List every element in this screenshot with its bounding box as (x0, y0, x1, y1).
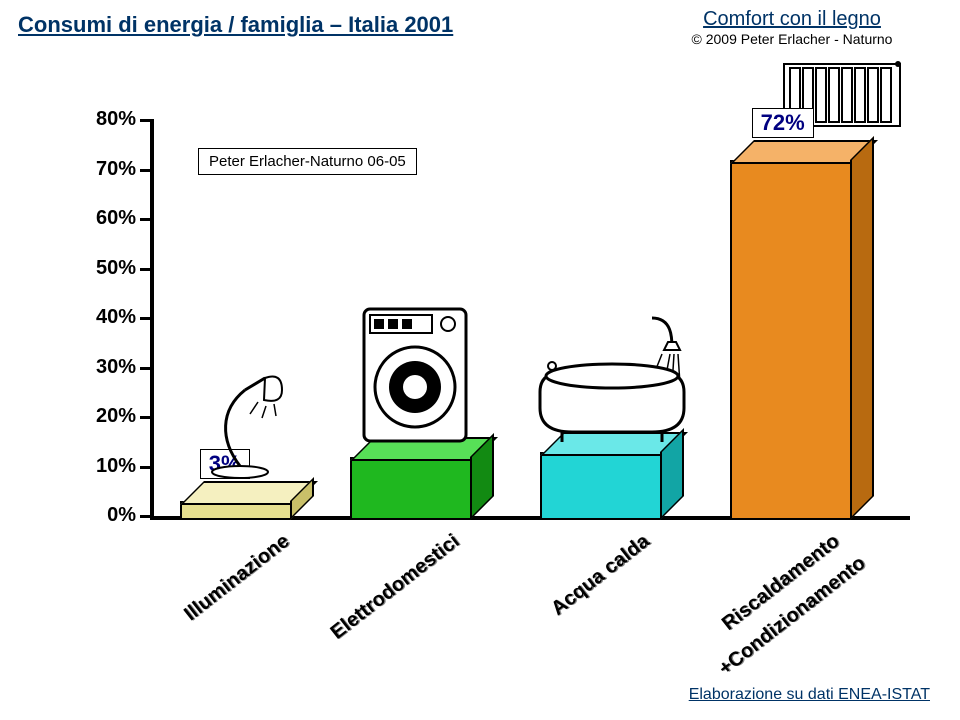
y-tick-label: 50% (68, 257, 136, 280)
y-tick-label: 10% (68, 455, 136, 478)
y-tick (140, 218, 154, 221)
category-label: Elettrodomestici (277, 530, 465, 684)
bar: 3% (180, 485, 310, 520)
bar-value-label: 12% (372, 405, 434, 435)
bar-side (850, 136, 874, 520)
y-tick-label: 70% (68, 158, 136, 181)
page-title: Consumi di energia / famiglia – Italia 2… (18, 12, 453, 38)
logo-line2: © 2009 Peter Erlacher - Naturno (642, 31, 942, 47)
logo-box: Comfort con il legno © 2009 Peter Erlach… (642, 8, 942, 47)
bar: 12% (350, 441, 490, 520)
bar-value-label: 13% (562, 400, 624, 430)
y-tick (140, 119, 154, 122)
y-axis (150, 120, 154, 520)
logo-line1: Comfort con il legno (642, 8, 942, 31)
annotation-box: Peter Erlacher-Naturno 06-05 (198, 148, 417, 175)
y-tick (140, 515, 154, 518)
bar-front (540, 452, 664, 520)
y-tick-label: 80% (68, 108, 136, 131)
category-label: Illuminazione (107, 530, 295, 684)
bar: 13% (540, 436, 680, 520)
y-tick (140, 367, 154, 370)
y-tick-label: 20% (68, 405, 136, 428)
bar-front (350, 457, 474, 520)
y-tick-label: 40% (68, 306, 136, 329)
y-tick (140, 169, 154, 172)
header: Consumi di energia / famiglia – Italia 2… (0, 8, 960, 56)
bar-value-label: 3% (200, 449, 250, 479)
bar-front (730, 160, 854, 520)
y-tick (140, 268, 154, 271)
bar-value-label: 72% (752, 108, 814, 138)
y-tick-label: 30% (68, 356, 136, 379)
footer-note: Elaborazione su dati ENEA-ISTAT (689, 686, 930, 704)
chart: Peter Erlacher-Naturno 06-05 0% 10% 20% 30%… (50, 120, 910, 580)
y-tick-label: 0% (68, 504, 136, 527)
y-tick (140, 317, 154, 320)
category-label: Acqua calda (467, 530, 655, 684)
y-tick (140, 416, 154, 419)
y-tick (140, 466, 154, 469)
y-tick-label: 60% (68, 207, 136, 230)
bar: 72% (730, 144, 870, 520)
